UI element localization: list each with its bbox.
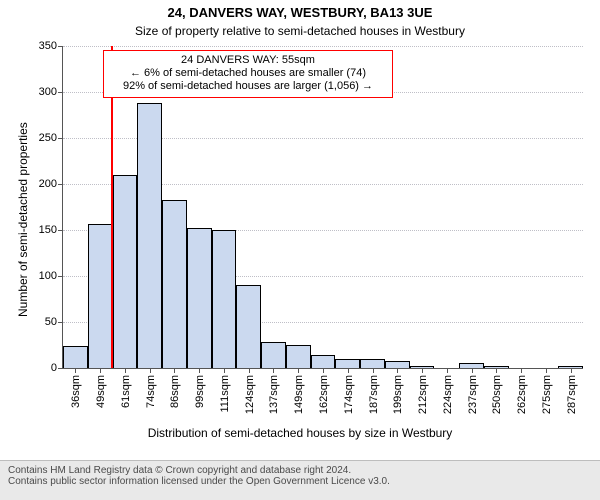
x-tick-mark: [75, 368, 76, 373]
y-tick-label: 200: [39, 178, 63, 190]
x-tick-label: 86sqm: [167, 375, 181, 408]
x-tick-mark: [496, 368, 497, 373]
x-tick-mark: [150, 368, 151, 373]
x-tick-mark: [224, 368, 225, 373]
title-line2: Size of property relative to semi-detach…: [135, 24, 465, 38]
annotation-line-2: 92% of semi-detached houses are larger (…: [107, 80, 389, 93]
x-tick-label: 149sqm: [291, 375, 305, 414]
x-tick-mark: [249, 368, 250, 373]
footer-line-0: Contains HM Land Registry data © Crown c…: [8, 465, 600, 476]
bar: [88, 224, 113, 368]
x-tick-label: 49sqm: [93, 375, 107, 408]
bar: [113, 175, 138, 368]
chart-title: 24, DANVERS WAY, WESTBURY, BA13 3UE: [0, 4, 600, 22]
x-tick-label: 237sqm: [465, 375, 479, 414]
y-tick-label: 100: [39, 270, 63, 282]
x-tick-label: 199sqm: [390, 375, 404, 414]
y-tick-label: 0: [51, 362, 63, 374]
plot-area: 24 DANVERS WAY: 55sqm← 6% of semi-detach…: [62, 46, 583, 369]
bar: [311, 355, 336, 368]
x-tick-mark: [447, 368, 448, 373]
x-tick-mark: [273, 368, 274, 373]
bar: [335, 359, 360, 368]
bar: [212, 230, 237, 368]
y-tick-label: 300: [39, 86, 63, 98]
x-tick-label: 212sqm: [415, 375, 429, 414]
x-tick-label: 36sqm: [68, 375, 82, 408]
property-size-chart: 24, DANVERS WAY, WESTBURY, BA13 3UE Size…: [0, 0, 600, 500]
y-tick-label: 50: [45, 316, 63, 328]
bar: [137, 103, 162, 368]
x-tick-mark: [323, 368, 324, 373]
x-tick-label: 162sqm: [316, 375, 330, 414]
y-tick-label: 150: [39, 224, 63, 236]
annotation-line-0: 24 DANVERS WAY: 55sqm: [107, 54, 389, 67]
x-axis-label: Distribution of semi-detached houses by …: [0, 426, 600, 440]
x-tick-label: 111sqm: [217, 375, 231, 413]
x-tick-label: 250sqm: [489, 375, 503, 414]
y-axis-label: Number of semi-detached properties: [16, 122, 30, 317]
bar: [162, 200, 187, 368]
x-tick-mark: [472, 368, 473, 373]
attribution-footer: Contains HM Land Registry data © Crown c…: [0, 460, 600, 500]
x-tick-mark: [298, 368, 299, 373]
bar: [286, 345, 311, 368]
y-tick-label: 250: [39, 132, 63, 144]
chart-subtitle: Size of property relative to semi-detach…: [0, 22, 600, 40]
y-tick-label: 350: [39, 40, 63, 52]
bar: [236, 285, 261, 368]
x-tick-mark: [546, 368, 547, 373]
bar: [63, 346, 88, 368]
x-tick-label: 137sqm: [266, 375, 280, 414]
x-tick-mark: [174, 368, 175, 373]
annotation-line-1: ← 6% of semi-detached houses are smaller…: [107, 67, 389, 80]
annotation-box: 24 DANVERS WAY: 55sqm← 6% of semi-detach…: [103, 50, 393, 98]
x-tick-label: 275sqm: [539, 375, 553, 414]
x-tick-mark: [397, 368, 398, 373]
x-tick-label: 224sqm: [440, 375, 454, 414]
bar: [261, 342, 286, 368]
x-tick-mark: [199, 368, 200, 373]
x-tick-mark: [521, 368, 522, 373]
x-tick-mark: [348, 368, 349, 373]
footer-line-1: Contains public sector information licen…: [8, 476, 600, 487]
title-line1: 24, DANVERS WAY, WESTBURY, BA13 3UE: [168, 5, 433, 20]
x-tick-mark: [571, 368, 572, 373]
x-tick-label: 124sqm: [242, 375, 256, 414]
x-tick-mark: [125, 368, 126, 373]
x-tick-mark: [373, 368, 374, 373]
x-tick-label: 74sqm: [143, 375, 157, 408]
x-tick-label: 61sqm: [118, 375, 132, 408]
x-tick-label: 262sqm: [514, 375, 528, 414]
bar: [385, 361, 410, 368]
x-tick-label: 99sqm: [192, 375, 206, 408]
x-tick-label: 287sqm: [564, 375, 578, 414]
bar: [187, 228, 212, 368]
x-tick-mark: [100, 368, 101, 373]
x-tick-label: 187sqm: [366, 375, 380, 414]
bar: [360, 359, 385, 368]
x-tick-label: 174sqm: [341, 375, 355, 414]
x-tick-mark: [422, 368, 423, 373]
